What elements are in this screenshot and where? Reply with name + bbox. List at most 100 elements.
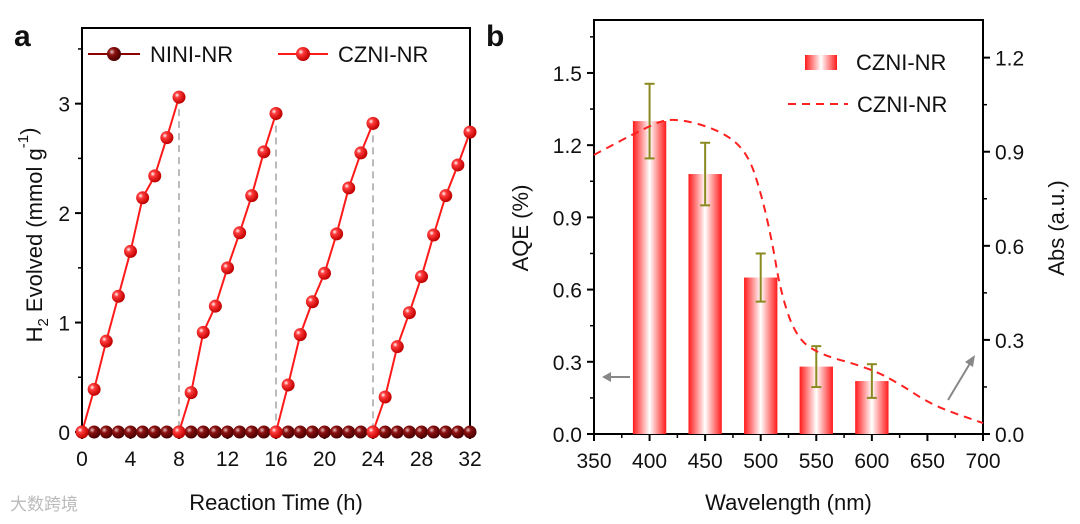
y-tick-label-a: 1 (58, 313, 70, 336)
data-point-nini (99, 425, 113, 439)
y-axis-label-a: H2 Evolved (mmol g-1) (15, 128, 52, 343)
x-tick-label-a: 0 (76, 448, 88, 471)
x-tick-label-a: 12 (216, 448, 239, 471)
data-point-nini (245, 425, 259, 439)
y-tick-label-b: 1.2 (553, 135, 582, 158)
y-label-part: ) (16, 128, 41, 135)
y-tick-label-b: 0.9 (553, 207, 582, 230)
legend-label-czni: CZNI-NR (338, 42, 428, 67)
data-point-czni (269, 425, 283, 439)
data-point-czni (111, 289, 125, 303)
data-point-czni (427, 228, 441, 242)
data-point-czni (390, 340, 404, 354)
data-point-czni (172, 90, 186, 104)
y-tick-label-a: 3 (58, 94, 70, 117)
x-tick-label-b: 700 (965, 450, 1000, 473)
data-point-czni (293, 328, 307, 342)
data-point-nini (233, 425, 247, 439)
data-point-nini (196, 425, 210, 439)
data-point-czni (281, 378, 295, 392)
x-tick-label-a: 28 (410, 448, 433, 471)
y-label-part: 2 (35, 318, 52, 326)
data-point-czni (208, 299, 222, 313)
x-tick-label-a: 8 (173, 448, 185, 471)
data-point-czni (172, 425, 186, 439)
data-point-czni (342, 181, 356, 195)
y-label-part: -1 (15, 135, 32, 148)
y2-tick-label-b: 0.9 (995, 142, 1024, 165)
left-arrow-head-icon (602, 372, 611, 382)
data-point-nini (184, 425, 198, 439)
y-tick-label-b: 0.6 (553, 280, 582, 303)
y2-axis-label-b: Abs (a.u.) (1044, 180, 1069, 275)
data-point-nini (124, 425, 137, 439)
y-tick-label-a: 2 (58, 203, 70, 226)
data-point-nini (208, 425, 222, 439)
x-tick-label-a: 20 (313, 448, 336, 471)
absorbance-curve (593, 118, 984, 424)
legend-marker-bar (805, 55, 837, 70)
x-tick-label-b: 600 (854, 450, 889, 473)
y-label-part: H (22, 327, 47, 343)
y-label-part: Evolved (mmol g (22, 148, 47, 318)
legend-label-nini: NINI-NR (150, 42, 233, 67)
x-tick-label-a: 4 (125, 448, 137, 471)
x-tick-label-b: 350 (576, 450, 611, 473)
x-tick-label-a: 32 (458, 448, 481, 471)
data-point-nini (160, 425, 174, 439)
data-point-czni (87, 382, 101, 396)
data-point-czni (366, 425, 380, 439)
data-point-nini (354, 425, 368, 439)
data-point-nini (257, 425, 271, 439)
data-point-nini (330, 425, 344, 439)
data-point-czni (221, 261, 234, 275)
data-point-czni (136, 191, 150, 205)
data-point-czni (160, 131, 174, 145)
y-tick-label-a: 0 (58, 422, 70, 445)
y-axis-label-b: AQE (%) (508, 185, 533, 272)
data-point-nini (439, 425, 453, 439)
legend-marker-nini (107, 47, 121, 61)
data-point-czni (378, 390, 392, 404)
data-point-nini (402, 425, 416, 439)
bar (632, 121, 667, 435)
x-tick-label-a: 24 (361, 448, 385, 471)
data-point-czni (366, 116, 380, 130)
y-tick-label-b: 0.3 (553, 352, 582, 375)
data-point-nini (342, 425, 356, 439)
data-point-czni (402, 306, 416, 320)
data-point-nini (293, 425, 307, 439)
bar (688, 174, 722, 434)
y-tick-label-b: 1.5 (553, 63, 582, 86)
right-arrow-head-icon (965, 355, 975, 367)
data-point-nini (427, 425, 441, 439)
x-tick-label-b: 500 (743, 450, 778, 473)
data-point-nini (463, 425, 477, 439)
series-line-czni (81, 96, 180, 433)
data-point-czni (184, 386, 198, 400)
x-tick-label-b: 550 (799, 450, 834, 473)
data-point-czni (124, 244, 137, 258)
data-point-nini (305, 425, 319, 439)
data-point-nini (451, 425, 465, 439)
y-tick-label-b: 0.0 (553, 424, 582, 447)
x-axis-label-b: Wavelength (nm) (705, 490, 872, 515)
data-point-nini (390, 425, 404, 439)
data-point-nini (111, 425, 125, 439)
data-point-nini (221, 425, 234, 439)
y2-tick-label-b: 1.2 (995, 48, 1024, 71)
data-point-czni (354, 146, 368, 160)
data-point-nini (318, 425, 331, 439)
x-axis-label-a: Reaction Time (h) (189, 490, 363, 515)
x-tick-label-a: 16 (264, 448, 287, 471)
x-tick-label-b: 450 (688, 450, 723, 473)
legend-label-abs: CZNI-NR (857, 92, 947, 117)
data-point-czni (415, 270, 428, 284)
legend-marker-czni (296, 47, 310, 61)
bar (744, 277, 778, 434)
panel-label-b: b (486, 20, 504, 53)
data-point-nini (136, 425, 150, 439)
data-point-czni (99, 334, 113, 348)
x-tick-label-b: 650 (910, 450, 945, 473)
